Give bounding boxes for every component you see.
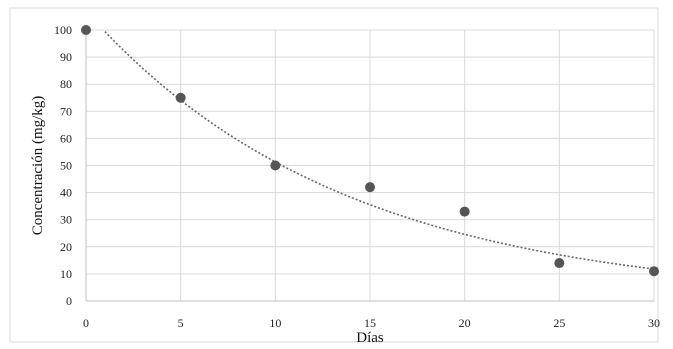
x-axis-title: Días (356, 330, 384, 346)
y-tick-label-4: 40 (60, 186, 72, 200)
y-tick-label-0: 0 (66, 294, 72, 308)
x-tick-label-3: 15 (364, 316, 376, 330)
x-tick-label-1: 5 (178, 316, 184, 330)
y-tick-label-6: 60 (60, 131, 72, 145)
x-tick-label-0: 0 (83, 316, 89, 330)
data-point-0 (81, 25, 91, 35)
y-tick-label-10: 100 (54, 23, 72, 37)
axes (85, 30, 654, 302)
x-tick-label-4: 20 (459, 316, 471, 330)
data-points (81, 25, 659, 277)
y-tick-label-3: 30 (60, 213, 72, 227)
y-tick-label-1: 10 (60, 267, 72, 281)
y-tick-label-5: 50 (60, 159, 72, 173)
data-point-5 (554, 258, 565, 269)
y-axis-title: Concentración (mg/kg) (30, 96, 46, 236)
data-point-1 (175, 92, 186, 103)
data-point-3 (365, 182, 375, 193)
y-tick-labels: 0 10 20 30 40 50 60 70 80 90 100 (54, 23, 72, 308)
x-tick-label-6: 30 (648, 316, 660, 330)
data-point-2 (270, 160, 281, 171)
y-tick-label-9: 90 (60, 50, 72, 64)
x-tick-labels: 0 5 10 15 20 25 30 (83, 316, 660, 330)
trendline (104, 31, 655, 270)
chart-border (9, 7, 659, 343)
data-point-6 (649, 266, 659, 277)
y-tick-label-2: 20 (60, 240, 72, 254)
y-tick-label-7: 70 (60, 104, 72, 118)
data-point-4 (459, 206, 470, 217)
x-tick-label-2: 10 (269, 316, 281, 330)
x-tick-label-5: 25 (553, 316, 565, 330)
y-tick-label-8: 80 (60, 77, 72, 91)
